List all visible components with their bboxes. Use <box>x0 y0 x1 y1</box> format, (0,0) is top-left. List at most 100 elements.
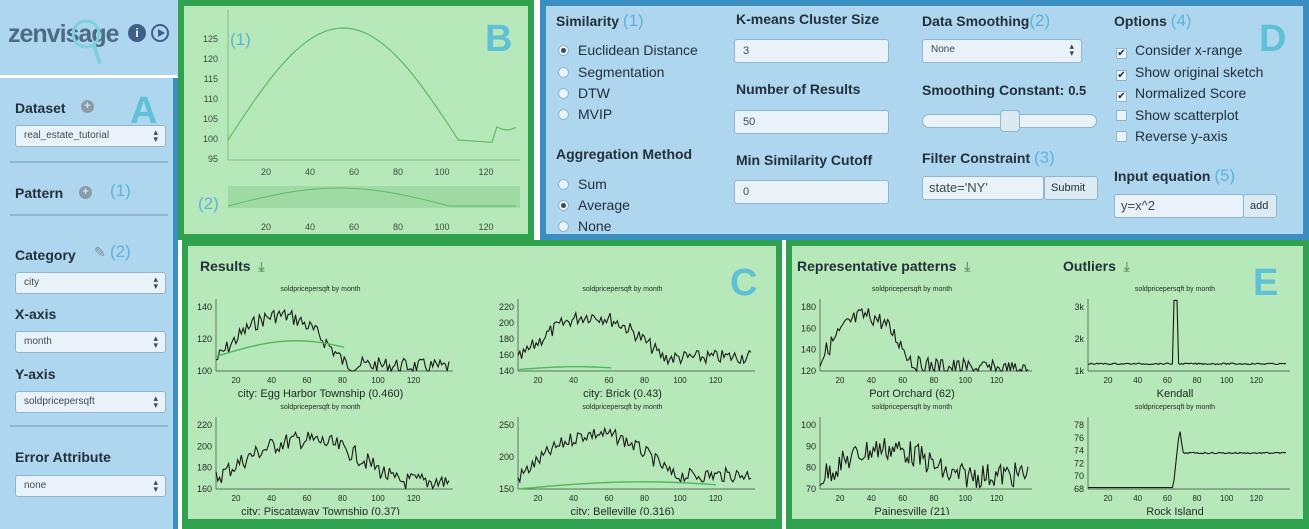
x-tick-label: 120 <box>407 494 421 503</box>
chart-caption: city: Egg Harbor Township (0.460) <box>238 388 404 400</box>
play-icon[interactable] <box>151 24 169 42</box>
aggregation-option[interactable]: Sum <box>558 176 607 192</box>
y-tick-label: 100 <box>801 420 816 430</box>
similarity-option[interactable]: Euclidean Distance <box>558 42 698 58</box>
results-panel <box>182 240 782 529</box>
add-equation-button[interactable]: add <box>1243 194 1277 218</box>
similarity-option[interactable]: MVIP <box>558 106 612 122</box>
y-tick-label: 140 <box>197 302 212 312</box>
similarity-option-label: Segmentation <box>578 64 665 80</box>
dataset-select[interactable]: real_estate_tutorial ▴ ▾ <box>15 125 166 147</box>
kmeans-label: K-means Cluster Size <box>736 11 880 27</box>
equation-input[interactable]: y=x^2 <box>1114 194 1244 218</box>
option-checkbox-row[interactable]: ✔ Normalized Score <box>1116 85 1246 102</box>
sketch-overlay-line <box>517 366 612 371</box>
radio-button[interactable] <box>558 67 569 78</box>
radio-button[interactable] <box>558 88 569 99</box>
yaxis-select[interactable]: soldpricepersqft ▴ ▾ <box>15 391 166 413</box>
aggregation-option[interactable]: None <box>558 218 611 234</box>
download-icon[interactable]: ⤓ <box>1123 259 1130 274</box>
chart-caption: Painesville (21) <box>874 506 949 515</box>
x-tick-label: 20 <box>1104 494 1113 503</box>
category-select[interactable]: city ▴ ▾ <box>15 272 166 294</box>
x-tick-label: 60 <box>898 494 907 503</box>
y-tick-label: 200 <box>499 318 514 328</box>
x-tick-label: 100 <box>1220 494 1234 503</box>
x-tick-label: 120 <box>478 167 493 177</box>
chart-subtitle: soldpricepersqft by month <box>582 404 662 411</box>
x-tick-label: 20 <box>836 494 845 503</box>
x-tick-label: 80 <box>1193 494 1202 503</box>
checkbox[interactable] <box>1116 110 1127 121</box>
y-tick-label: 90 <box>806 441 816 451</box>
sketch-canvas[interactable]: 125 120 115 110 105 100 95 20 40 60 80 100 120 20 40 60… <box>190 10 526 232</box>
kmeans-input[interactable]: 3 <box>734 39 889 63</box>
option-checkbox-row[interactable]: Show scatterplot <box>1116 107 1239 123</box>
radio-button[interactable] <box>558 200 569 211</box>
y-tick-label: 160 <box>801 323 816 333</box>
magnifier-icon <box>72 19 102 65</box>
x-tick-label: 40 <box>1133 376 1142 385</box>
y-tick-label: 95 <box>208 154 218 164</box>
min-similarity-input[interactable]: 0 <box>734 180 889 204</box>
pencil-icon[interactable]: ✎ <box>94 244 106 260</box>
y-tick-label: 78 <box>1074 420 1084 430</box>
similarity-option[interactable]: Segmentation <box>558 64 664 80</box>
dataset-select-value: real_estate_tutorial <box>24 130 110 141</box>
chart-caption: Rock Island <box>1146 506 1203 515</box>
checkbox[interactable]: ✔ <box>1116 70 1127 81</box>
add-dataset-icon[interactable]: + <box>81 100 94 113</box>
radio-button[interactable] <box>558 221 569 232</box>
x-tick-label: 100 <box>673 376 687 385</box>
option-checkbox-row[interactable]: ✔ Consider x-range <box>1116 42 1242 59</box>
chart-subtitle: soldpricepersqft by month <box>280 404 360 411</box>
y-tick-label: 140 <box>801 345 816 355</box>
data-series-line <box>517 310 752 366</box>
yaxis-label: Y-axis <box>15 366 56 382</box>
x-tick-label: 100 <box>371 376 385 385</box>
logo-text: zenvisage <box>8 20 120 48</box>
error-attribute-select[interactable]: none ▴ ▾ <box>15 475 166 497</box>
pattern-label: Pattern <box>15 185 64 201</box>
x-tick-label: 20 <box>534 494 543 503</box>
data-series-line <box>215 308 450 373</box>
aggregation-option[interactable]: Average <box>558 197 630 213</box>
checkbox[interactable]: ✔ <box>1116 48 1127 59</box>
data-series-line <box>517 426 752 484</box>
submit-button[interactable]: Submit <box>1044 176 1098 200</box>
info-icon[interactable]: i <box>128 24 146 42</box>
x-tick-label: 80 <box>640 376 649 385</box>
x-tick-label: 20 <box>836 376 845 385</box>
x-tick-label: 20 <box>534 376 543 385</box>
y-tick-label: 200 <box>197 441 212 451</box>
aggregation-option-label: None <box>578 218 612 234</box>
checkbox[interactable] <box>1116 131 1127 142</box>
option-label: Normalized Score <box>1135 85 1247 101</box>
y-tick-label: 1k <box>1074 366 1084 376</box>
filter-input[interactable]: state='NY' <box>922 176 1044 200</box>
x-tick-label: 60 <box>303 376 312 385</box>
chart-caption: city: Belleville (0.316) <box>571 506 675 515</box>
chart-subtitle: soldpricepersqft by month <box>280 286 360 293</box>
x-tick-label: 40 <box>1133 494 1142 503</box>
download-icon[interactable]: ⤓ <box>258 259 265 274</box>
similarity-option[interactable]: DTW <box>558 85 610 101</box>
radio-button[interactable] <box>558 179 569 190</box>
x-tick-label: 100 <box>959 494 973 503</box>
download-icon[interactable]: ⤓ <box>964 259 971 274</box>
radio-button[interactable] <box>558 109 569 120</box>
x-tick-label: 80 <box>393 167 403 177</box>
add-pattern-icon[interactable]: + <box>79 186 92 199</box>
num-results-input[interactable]: 50 <box>734 110 889 134</box>
smoothing-select[interactable]: None ▴ ▾ <box>922 39 1082 63</box>
x-tick-label: 80 <box>338 376 347 385</box>
checkbox[interactable]: ✔ <box>1116 91 1127 102</box>
smoothing-slider-thumb[interactable] <box>999 110 1020 132</box>
option-checkbox-row[interactable]: ✔ Show original sketch <box>1116 64 1263 81</box>
smoothing-select-value: None <box>931 44 955 55</box>
xaxis-select[interactable]: month ▴ ▾ <box>15 331 166 353</box>
divider <box>10 425 168 427</box>
option-checkbox-row[interactable]: Reverse y-axis <box>1116 128 1228 144</box>
similarity-option-label: MVIP <box>578 106 613 122</box>
radio-button[interactable] <box>558 45 569 56</box>
